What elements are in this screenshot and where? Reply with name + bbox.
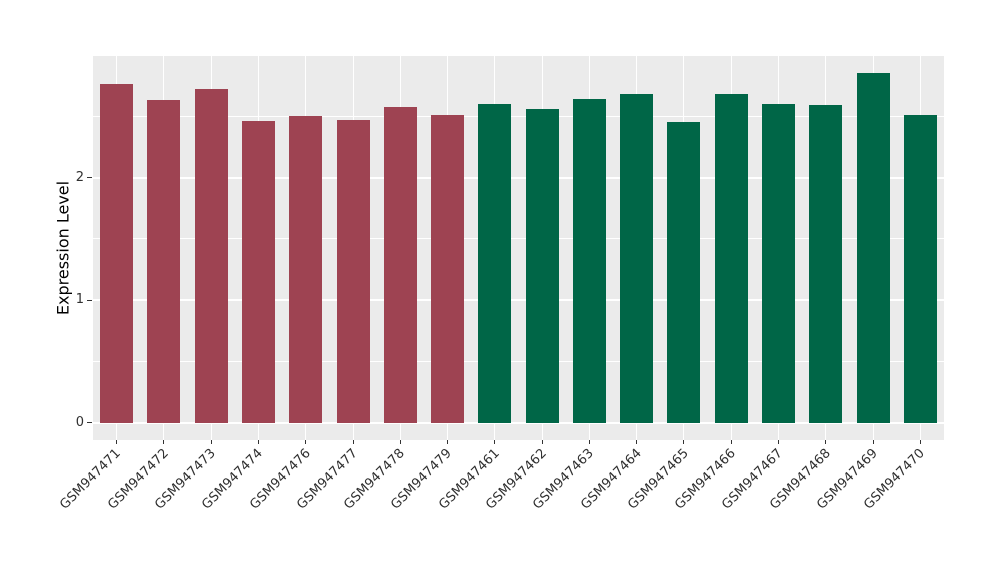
y-axis-tick-label: 2 [75,169,84,185]
y-axis-title: Expression Level [53,180,73,316]
bar-GSM947476 [289,116,323,423]
plot-panel [93,56,944,440]
x-axis-tick [778,440,780,444]
y-axis-tick [87,299,92,301]
gridline-minor [93,360,944,362]
bar-GSM947478 [383,106,417,423]
x-axis-tick [636,440,638,444]
y-axis-tick-label: 0 [75,414,84,430]
gridline-major [93,176,944,179]
x-axis-tick [541,440,543,444]
gridline-minor [93,238,944,240]
y-axis-tick [87,422,92,424]
x-axis-tick [116,440,118,444]
x-axis-tick [683,440,685,444]
bar-GSM947473 [194,89,228,423]
bar-GSM947463 [572,99,606,423]
bar-GSM947466 [714,94,748,423]
x-axis-tick [825,440,827,444]
y-axis-tick-label: 1 [75,292,84,308]
x-axis-tick [919,440,921,444]
bar-GSM947469 [856,73,890,423]
bar-GSM947468 [809,105,843,423]
x-axis-tick [210,440,212,444]
x-axis-tick [447,440,449,444]
bar-GSM947470 [903,115,937,423]
x-axis-tick [494,440,496,444]
x-axis-tick [399,440,401,444]
y-axis-tick [87,177,92,179]
bar-GSM947474 [241,121,275,423]
bar-GSM947464 [620,94,654,423]
bar-GSM947477 [336,120,370,423]
bar-GSM947472 [147,100,181,423]
gridline-major [93,421,944,424]
bar-GSM947471 [100,84,134,423]
x-axis-tick [872,440,874,444]
bar-GSM947479 [431,115,465,423]
x-axis-tick [305,440,307,444]
bar-GSM947465 [667,122,701,423]
x-axis-tick [588,440,590,444]
x-axis-tick [257,440,259,444]
x-axis-tick [730,440,732,444]
gridline-major [93,299,944,302]
bar-GSM947467 [762,104,796,423]
bar-GSM947461 [478,104,512,423]
gridline-minor [93,115,944,117]
bar-GSM947462 [525,108,559,423]
x-axis-tick [352,440,354,444]
x-axis-tick [163,440,165,444]
